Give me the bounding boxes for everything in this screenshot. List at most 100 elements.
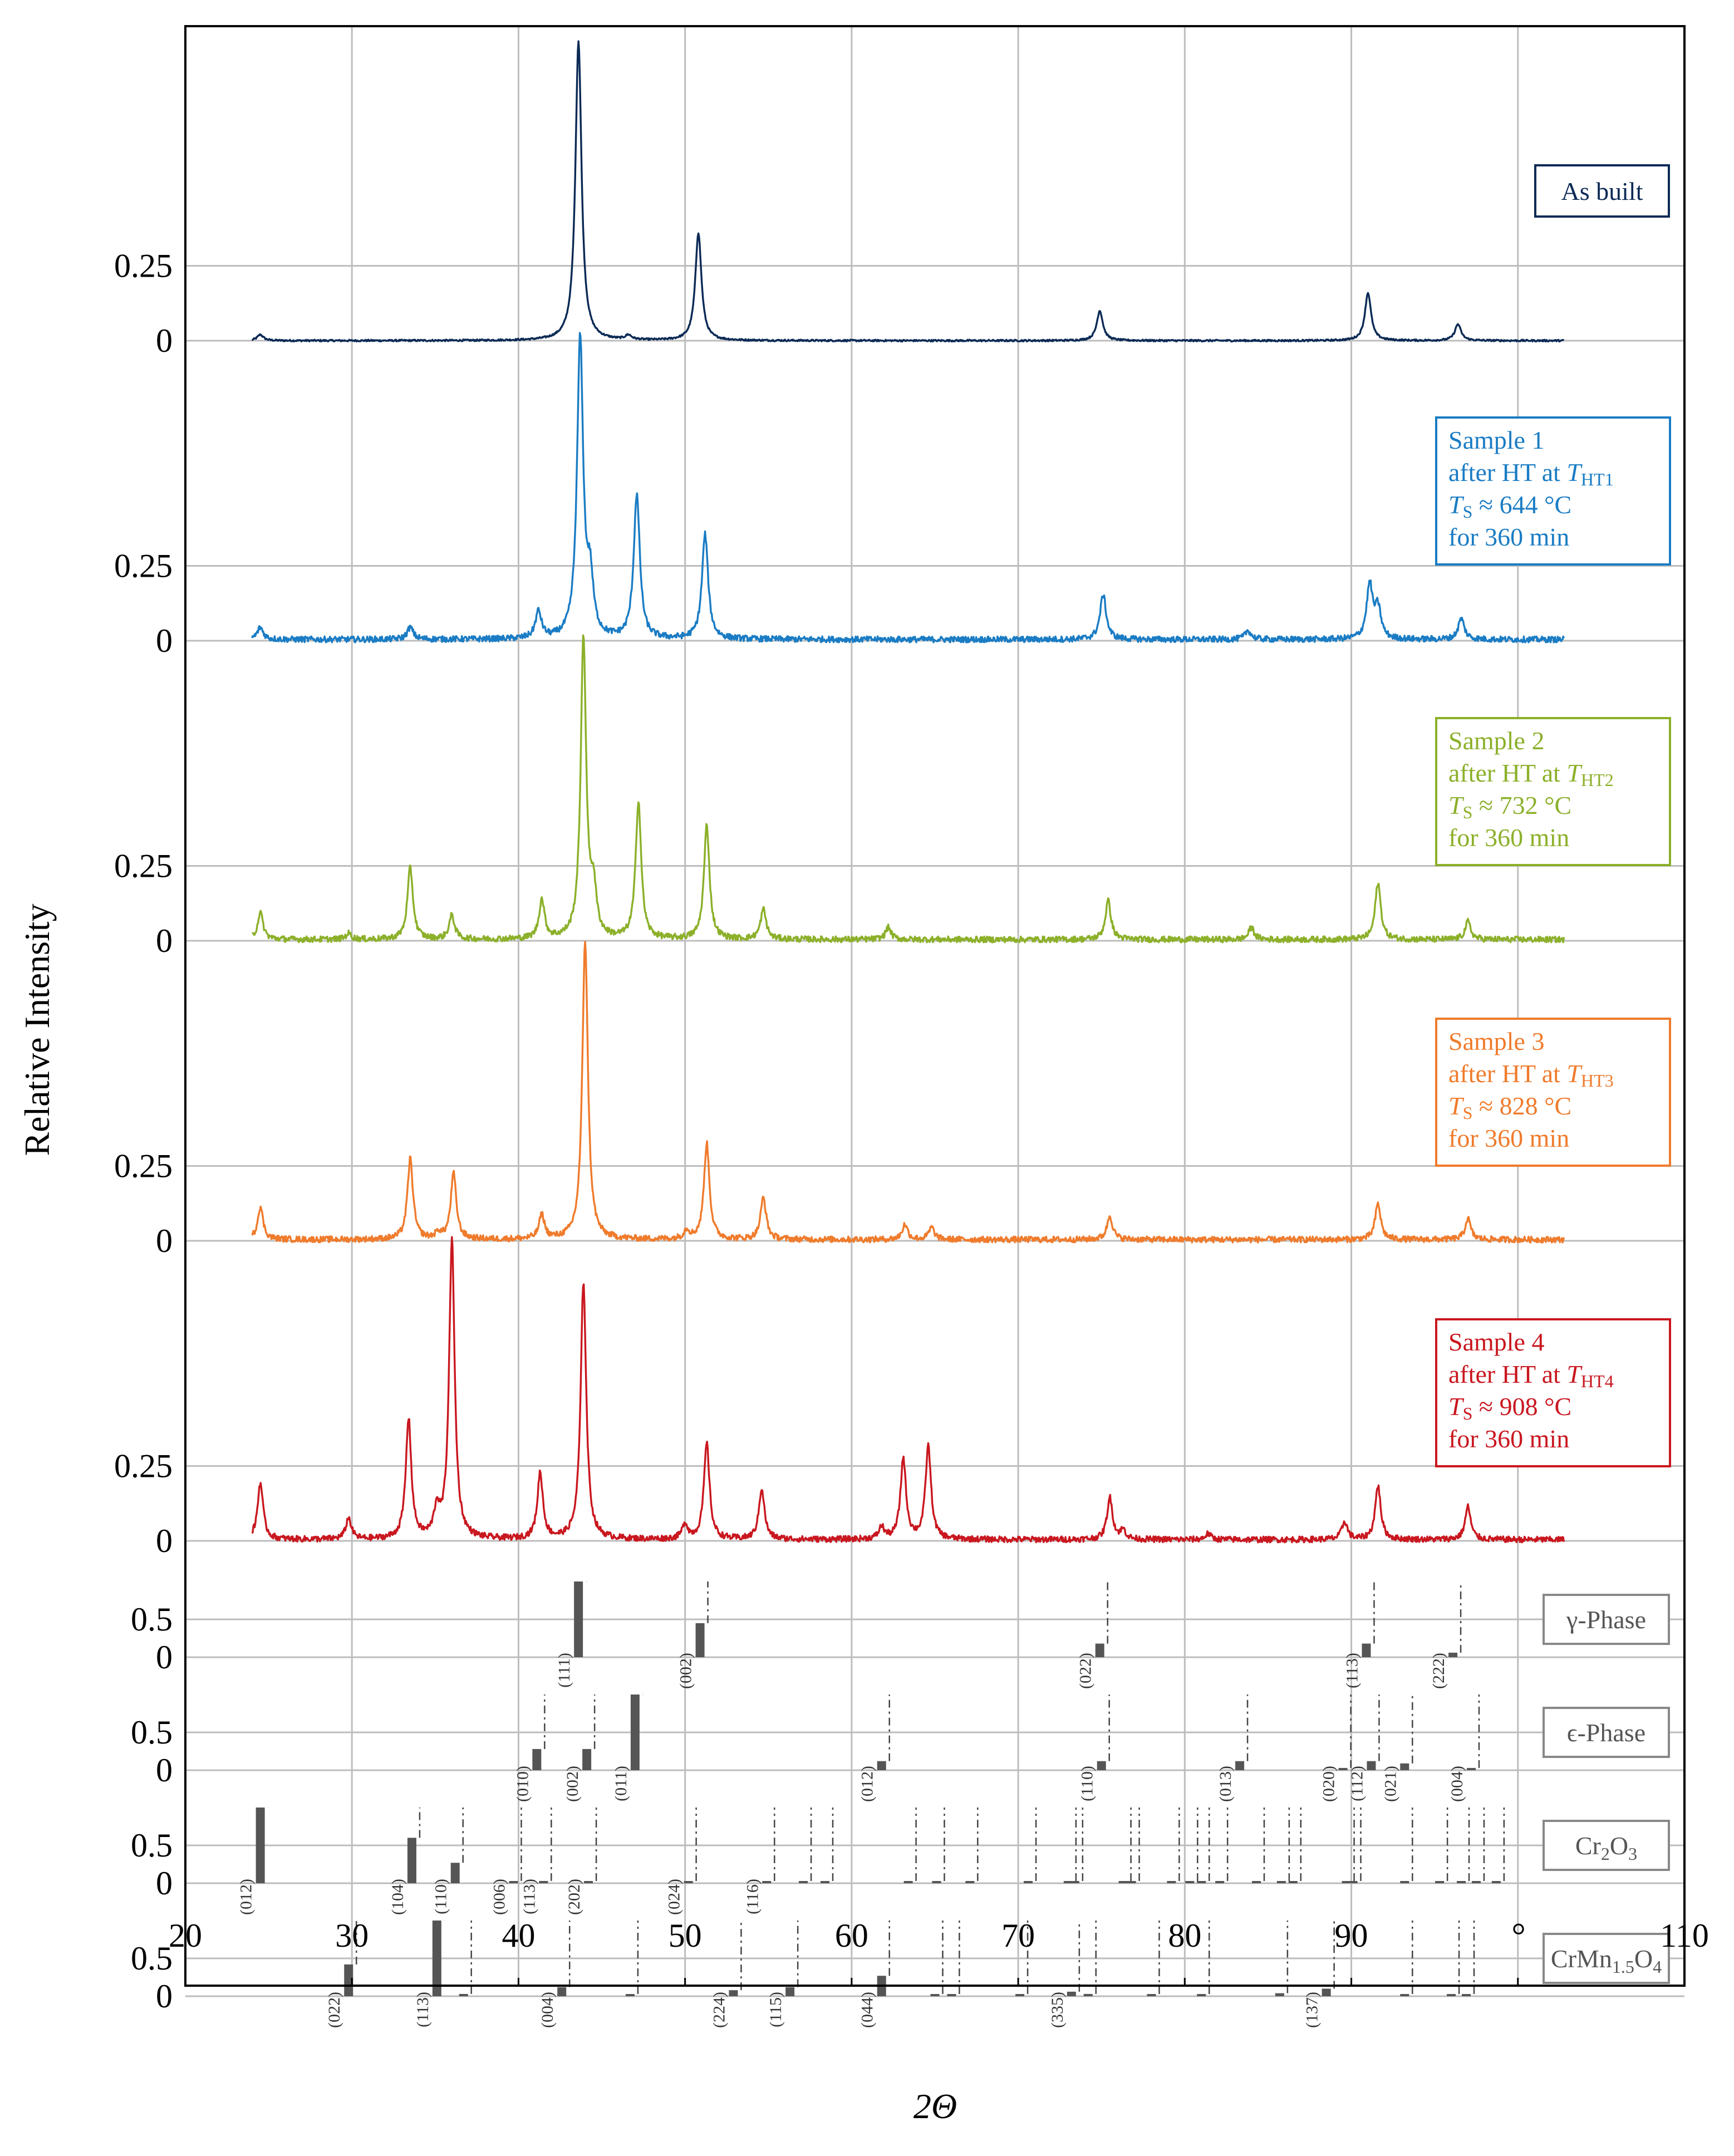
y-tick-label: 0.5 — [131, 1940, 173, 1977]
y-tick-label: 0 — [156, 1978, 173, 2015]
legend-as-built: As built — [1534, 164, 1670, 218]
reflection-label: (104) — [389, 1879, 407, 1915]
phase-legend: γ-Phase — [1543, 1594, 1670, 1645]
reflection-bar — [947, 1994, 956, 1996]
legend-box — [1435, 717, 1671, 866]
legend-line-time: for 360 min — [1448, 523, 1569, 551]
series-line-sample1 — [251, 332, 1565, 644]
x-tick-label: 70 — [1001, 1917, 1035, 1954]
reflection-label: (116) — [743, 1879, 762, 1914]
reflection-label: (022) — [1077, 1653, 1095, 1689]
reflection-bar — [1448, 1652, 1458, 1657]
reflection-bar — [459, 1993, 468, 1996]
y-tick-label: 0 — [156, 322, 173, 359]
reflection-bar — [1083, 1993, 1093, 1996]
reflection-label: (335) — [1048, 1992, 1067, 2028]
reflection-bar — [1063, 1881, 1073, 1883]
reflection-bar — [630, 1695, 640, 1770]
legend-box — [1435, 416, 1671, 566]
reflection-label: (112) — [1348, 1766, 1366, 1801]
reflection-bar — [1288, 1881, 1298, 1883]
reflection-bar — [432, 1921, 441, 1996]
reflection-label: (012) — [237, 1879, 256, 1915]
phase-legend-box — [1543, 1820, 1670, 1871]
reflection-bar — [695, 1623, 705, 1657]
legend-title: Sample 4 — [1448, 1328, 1544, 1356]
phase-legend: CrMn1.5O4 — [1543, 1933, 1670, 1984]
x-tick-label: 60 — [835, 1917, 868, 1954]
reflection-label: (020) — [1320, 1766, 1338, 1802]
y-tick-label: 0 — [156, 1752, 173, 1789]
reflection-label: (004) — [1448, 1766, 1466, 1802]
x-tick-label: 20 — [169, 1917, 202, 1954]
reflection-bar — [407, 1838, 416, 1883]
phase-legend-box — [1543, 1594, 1670, 1645]
x-tick-label: 80 — [1168, 1917, 1201, 1954]
reflection-bar — [1127, 1881, 1136, 1883]
y-tick-label: 0 — [156, 622, 173, 659]
phase-legend: ϵ-Phase — [1543, 1707, 1670, 1758]
reflection-label: (012) — [858, 1766, 877, 1802]
reflection-bar — [532, 1749, 542, 1770]
reflection-bar — [1185, 1881, 1195, 1883]
legend-title: Sample 3 — [1448, 1027, 1544, 1055]
reflection-bar — [729, 1990, 738, 1996]
reflection-bar — [1400, 1994, 1409, 1996]
reflection-label: (024) — [665, 1879, 684, 1915]
reflection-bar — [1235, 1761, 1245, 1770]
reflection-bar — [762, 1881, 772, 1883]
y-tick-label: 0.25 — [114, 1448, 173, 1485]
reflection-bar — [1070, 1881, 1079, 1883]
x-axis-title: 2Θ — [913, 2086, 957, 2126]
reflection-label: (113) — [520, 1879, 538, 1914]
reflection-bar — [684, 1881, 693, 1883]
reflection-bar — [1024, 1881, 1033, 1883]
reflection-bar — [1462, 1994, 1471, 1996]
grid-layer — [185, 26, 1684, 1997]
reflection-bar — [1457, 1881, 1466, 1883]
reflection-bar — [1097, 1761, 1106, 1770]
reflection-bar — [1348, 1881, 1358, 1883]
legend-box — [1435, 1318, 1671, 1467]
plot-frame — [184, 25, 1686, 1987]
series-line-sample3 — [251, 941, 1565, 1244]
reflection-bar — [1197, 1994, 1206, 1996]
reflection-bar — [509, 1881, 518, 1883]
reflection-label: (202) — [565, 1879, 583, 1915]
y-tick-label: 0 — [156, 922, 173, 959]
reflection-bar — [932, 1881, 941, 1883]
legend-line-time: for 360 min — [1448, 823, 1569, 852]
legend-line-time: for 360 min — [1448, 1124, 1569, 1152]
reflection-bar — [903, 1881, 913, 1883]
legend-line-temp: TS ≈ 732 °C — [1448, 791, 1571, 822]
reflection-bar — [582, 1749, 592, 1770]
reflection-label: (011) — [612, 1766, 630, 1801]
legend-line-ht: after HT at THT1 — [1448, 458, 1614, 489]
reflection-bar — [1342, 1881, 1351, 1883]
reference-panel: (010) (002) (011) (012) (110) (013) (020) (112)… — [513, 1695, 1480, 1802]
y-tick-label: 0.25 — [114, 848, 173, 885]
axis-layer: 20 30 40 50 60 70 80 90 110 0 0.25 0 0.25 0 0.25 0 0.25 0… — [114, 248, 1709, 2015]
reflection-bar — [625, 1994, 635, 1996]
reflection-bar — [256, 1808, 265, 1883]
legend-line-ht: after HT at THT4 — [1448, 1360, 1614, 1391]
reflection-label: (137) — [1303, 1992, 1322, 2028]
reflection-bar — [1275, 1993, 1284, 1996]
y-tick-label: 0 — [156, 1523, 173, 1559]
legend-line-ht: after HT at THT2 — [1448, 759, 1614, 790]
reflection-bar — [574, 1582, 583, 1657]
y-tick-label: 0 — [156, 1865, 173, 1902]
phase-legend: Cr2O3 — [1543, 1820, 1670, 1871]
reflection-label: (044) — [858, 1992, 877, 2028]
reflection-label: (021) — [1381, 1766, 1399, 1802]
reflection-bar — [1251, 1881, 1261, 1883]
reflection-bar — [799, 1881, 808, 1883]
reflection-label: (004) — [538, 1992, 557, 2028]
series-line-as-built — [251, 40, 1565, 343]
reflection-label: (022) — [325, 1992, 343, 2028]
reflection-bar — [1491, 1881, 1501, 1883]
phase-legend-box — [1543, 1933, 1670, 1984]
reflection-bar — [539, 1880, 548, 1883]
